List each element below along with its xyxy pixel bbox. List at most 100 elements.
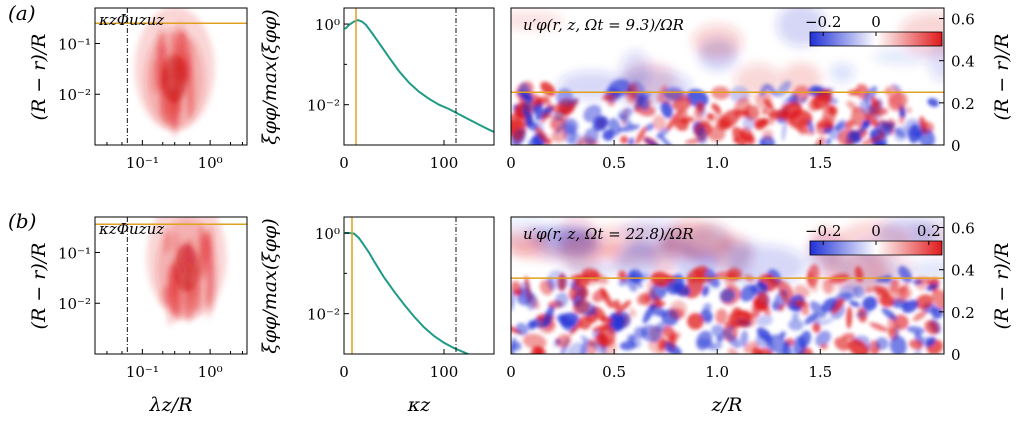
field-eddy (678, 108, 688, 119)
spectrum-ytick-label: 10⁻² (58, 295, 91, 313)
field-eddy (512, 341, 522, 351)
field-title-b: u′φ(r, z, Ωt = 22.8)/ΩR (523, 225, 694, 243)
field-eddy (592, 288, 607, 303)
field-eddy (716, 119, 730, 130)
field-eddy (655, 322, 666, 333)
spectrum-heatmap-a (95, 8, 247, 145)
spectrum-panel-b: κzΦuzuz 10⁻¹ 10⁰ 10⁻² 10⁻¹ (58, 216, 248, 381)
line-panel-a: 0 100 10⁻² 10⁰ (307, 7, 495, 172)
line-xtick-label: 100 (430, 154, 459, 172)
field-eddy (766, 84, 778, 97)
field-eddy (618, 278, 628, 287)
field-eddy (757, 280, 768, 290)
field-eddy (893, 125, 909, 142)
field-xtick-label: 1.0 (705, 154, 729, 172)
colorbar-tick-label: 0.2 (917, 222, 941, 240)
field-ytick-label: 0.2 (951, 95, 975, 113)
ylabel-right-b: (R − r)/R (991, 243, 1013, 330)
field-eddy (739, 310, 754, 318)
field-soft-blob (692, 24, 743, 59)
field-eddy (702, 303, 712, 313)
xlabel-mid: κz (407, 394, 431, 416)
field-eddy (635, 126, 647, 145)
field-eddy (626, 334, 636, 343)
field-eddy (861, 135, 884, 145)
field-soft-blob (564, 260, 621, 277)
field-xtick-label: 0 (506, 363, 516, 381)
field-eddy (648, 340, 667, 354)
field-eddy (535, 105, 555, 121)
field-eddy (657, 85, 668, 103)
field-eddy (511, 117, 521, 124)
spectrum-heatmap-b (95, 217, 247, 354)
field-eddy (872, 108, 889, 117)
field-eddy (858, 119, 871, 134)
spectrum-streak (188, 39, 194, 74)
field-eddy (660, 101, 673, 119)
field-eddy (756, 327, 772, 342)
field-eddy (695, 330, 713, 351)
field-eddy (669, 300, 687, 320)
line-plot-b (345, 217, 471, 354)
field-panel-b: u′φ(r, z, Ωt = 22.8)/ΩR −0.2 0 0.2 0 0.5 1.0… (506, 216, 975, 381)
field-eddy (634, 326, 648, 338)
field-eddy (771, 301, 780, 311)
field-eddy (665, 342, 675, 354)
field-eddy (631, 272, 643, 288)
field-eddy (862, 296, 878, 311)
field-ytick-label: 0.6 (951, 220, 975, 238)
field-eddy (628, 137, 635, 145)
field-eddy (592, 115, 609, 132)
field-eddy (511, 113, 524, 118)
ylabel-left-b: (R − r)/R (28, 243, 50, 330)
field-eddy (809, 279, 819, 293)
field-eddy (673, 283, 691, 297)
field-eddy (815, 330, 831, 347)
field-eddy (693, 107, 704, 118)
field-eddy (549, 103, 572, 113)
line-axes-b: 0 100 10⁻² 10⁰ (307, 225, 458, 381)
field-eddy (775, 279, 794, 299)
colorbar-tick-label: 0 (871, 13, 881, 31)
spectrum-frame-b (94, 216, 248, 355)
field-eddy (686, 313, 704, 330)
field-eddy (522, 333, 547, 350)
field-eddy (739, 131, 753, 141)
field-eddy (711, 103, 721, 114)
spectrum-ytick-label: 10⁻¹ (58, 244, 91, 262)
field-eddy (776, 80, 792, 98)
field-eddy (716, 325, 735, 342)
field-eddy (853, 285, 865, 299)
field-eddy (794, 284, 810, 298)
field-ytick-label: 0.6 (951, 11, 975, 29)
field-eddy (886, 84, 903, 108)
line-frame-a (343, 7, 495, 146)
field-eddy (800, 96, 808, 104)
field-eddy (768, 109, 789, 120)
spectrum-line (344, 19, 494, 133)
field-eddy (822, 279, 834, 295)
field-xtick-label: 1.5 (808, 154, 832, 172)
field-eddy (873, 285, 890, 297)
field-eddy (666, 110, 682, 131)
field-eddy (674, 117, 689, 131)
field-eddy (535, 127, 551, 145)
panel-letter-b: (b) (8, 209, 36, 233)
ylabel-mid-a: ξφφ/max(ξφφ) (259, 9, 281, 144)
field-eddy (539, 279, 553, 296)
colorbar-b: −0.2 0 0.2 (805, 222, 943, 256)
field-ytick-label: 0.4 (951, 262, 975, 280)
field-eddy (653, 296, 662, 306)
field-axes-b: 0 0.5 1.0 1.5 0 0.2 0.4 0.6 (506, 220, 975, 381)
field-eddy (600, 316, 613, 324)
field-eddy (645, 123, 655, 132)
field-eddy (580, 341, 589, 354)
field-eddy (556, 334, 572, 348)
spectrum-core (162, 54, 187, 103)
field-eddy (742, 115, 755, 131)
line-xtick-label: 0 (339, 363, 349, 381)
field-eddy (702, 285, 709, 297)
colorbar-tick-label: −0.2 (805, 222, 841, 240)
field-eddy (663, 86, 684, 101)
field-eddy (652, 115, 667, 131)
